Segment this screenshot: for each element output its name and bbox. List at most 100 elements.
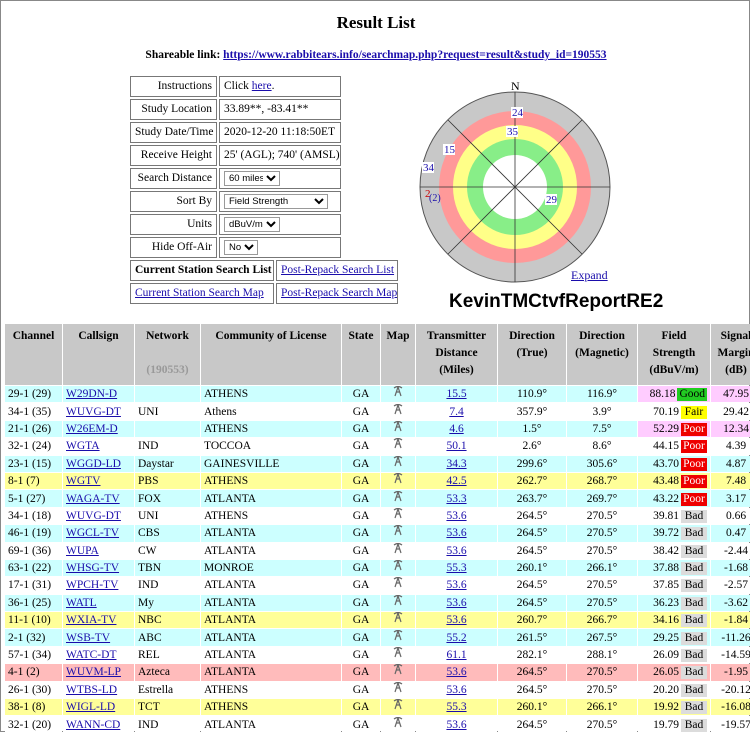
share-link[interactable]: https://www.rabbitears.info/searchmap.ph…	[223, 49, 607, 61]
map-icon[interactable]	[393, 664, 403, 675]
field-strength: 26.09	[653, 649, 679, 662]
network-cell	[135, 421, 200, 437]
callsign[interactable]: WUVG-DT	[66, 405, 121, 418]
distance[interactable]: 53.6	[446, 718, 467, 731]
quality-badge: Poor	[681, 440, 707, 454]
channel-cell: 26-1 (30)	[5, 682, 62, 698]
distance[interactable]: 53.6	[446, 683, 467, 696]
distance[interactable]: 53.6	[446, 596, 467, 609]
callsign[interactable]: WXIA-TV	[66, 614, 117, 627]
callsign[interactable]: WUVG-DT	[66, 509, 121, 522]
distance[interactable]: 53.6	[446, 509, 467, 522]
map-icon[interactable]	[393, 455, 403, 467]
field-strength: 39.81	[653, 509, 679, 522]
map-icon[interactable]	[393, 542, 403, 554]
distance[interactable]: 53.3	[446, 492, 467, 505]
distance[interactable]: 15.5	[446, 388, 467, 401]
form-link[interactable]: here	[251, 80, 272, 92]
callsign[interactable]: WATL	[66, 596, 97, 609]
callsign[interactable]: WSB-TV	[66, 631, 111, 644]
distance[interactable]: 50.1	[446, 440, 467, 453]
map-icon[interactable]	[393, 681, 403, 693]
distance[interactable]: 53.6	[446, 544, 467, 557]
callsign[interactable]: WHSG-TV	[66, 562, 120, 575]
callsign[interactable]: WIGL-LD	[66, 701, 116, 714]
station-row: 57-1 (34) WATC-DT REL ATLANTA GA 61.1 282.1° 28…	[5, 646, 750, 664]
callsign[interactable]: WAGA-TV	[66, 492, 120, 505]
form-select[interactable]: No	[224, 239, 258, 255]
callsign[interactable]: WATC-DT	[66, 649, 117, 662]
field-strength: 44.15	[653, 440, 679, 453]
map-icon[interactable]	[393, 716, 403, 728]
map-icon[interactable]	[393, 577, 403, 588]
distance[interactable]: 55.3	[446, 701, 467, 714]
callsign[interactable]: WTBS-LD	[66, 683, 118, 696]
map-icon[interactable]	[393, 420, 403, 432]
state: GA	[352, 457, 370, 470]
callsign-cell: WTBS-LD	[63, 682, 134, 698]
distance-cell: 53.6	[416, 577, 497, 593]
map-icon[interactable]	[393, 438, 403, 449]
post-map-link[interactable]: Post-Repack Search Map	[281, 287, 398, 299]
signal-margin: 12.34	[723, 422, 749, 435]
distance[interactable]: 53.6	[446, 527, 467, 540]
expand-link[interactable]: Expand	[571, 268, 608, 282]
callsign[interactable]: WGTA	[66, 440, 100, 453]
current-map-link[interactable]: Current Station Search Map	[135, 287, 264, 299]
map-icon[interactable]	[393, 646, 403, 658]
callsign[interactable]: WUPA	[66, 544, 99, 557]
map-icon[interactable]	[393, 403, 403, 415]
network-cell: CBS	[135, 525, 200, 541]
form-select[interactable]: Field Strength	[224, 193, 328, 209]
channel: 21-1 (26)	[8, 422, 52, 435]
map-icon[interactable]	[393, 629, 403, 641]
distance[interactable]: 53.6	[446, 666, 467, 679]
distance[interactable]: 34.3	[446, 457, 467, 470]
distance[interactable]: 4.6	[449, 422, 464, 435]
direction-true-cell: 262.7°	[498, 473, 566, 489]
callsign[interactable]: W29DN-D	[66, 388, 118, 401]
channel: 26-1 (30)	[8, 683, 52, 696]
post-list-link[interactable]: Post-Repack Search List	[281, 264, 395, 276]
form-select[interactable]: dBuV/m	[224, 216, 280, 232]
map-icon[interactable]	[393, 490, 403, 502]
distance[interactable]: 61.1	[446, 649, 467, 662]
distance[interactable]: 55.3	[446, 562, 467, 575]
callsign[interactable]: WUVM-LP	[66, 666, 121, 679]
channel: 32-1 (20)	[8, 718, 52, 731]
distance[interactable]: 42.5	[446, 475, 467, 488]
callsign[interactable]: WGCL-TV	[66, 527, 120, 540]
state-cell: GA	[342, 490, 380, 506]
signal-margin-cell: 47.95	[711, 386, 750, 403]
network-cell: ABC	[135, 629, 200, 645]
network: Daystar	[138, 457, 174, 470]
map-icon[interactable]	[393, 473, 403, 484]
station-row: 34-1 (35) WUVG-DT UNI Athens GA 7.4 357.9° 3.9°…	[5, 403, 750, 420]
direction-true-cell: 264.5°	[498, 716, 566, 732]
map-cell	[381, 629, 415, 645]
station-row: 29-1 (29) W29DN-D ATHENS GA 15.5 110.9° 116.9°…	[5, 386, 750, 403]
map-icon[interactable]	[393, 507, 403, 519]
callsign[interactable]: WPCH-TV	[66, 579, 119, 592]
form-select[interactable]: 60 miles	[224, 170, 280, 186]
map-icon[interactable]	[393, 386, 403, 397]
signal-margin: -2.57	[724, 579, 748, 592]
distance[interactable]: 53.6	[446, 579, 467, 592]
direction-true-cell: 2.6°	[498, 438, 566, 454]
distance[interactable]: 55.2	[446, 631, 467, 644]
community: ATLANTA	[204, 544, 257, 557]
map-icon[interactable]	[393, 559, 403, 571]
map-icon[interactable]	[393, 525, 403, 536]
signal-margin: 0.66	[725, 509, 747, 522]
network-cell: REL	[135, 647, 200, 663]
callsign[interactable]: W26EM-D	[66, 422, 118, 435]
community: TOCCOA	[204, 440, 252, 453]
map-icon[interactable]	[393, 612, 403, 623]
distance[interactable]: 7.4	[449, 405, 464, 418]
callsign[interactable]: WGTV	[66, 475, 101, 488]
callsign[interactable]: WANN-CD	[66, 718, 121, 731]
map-icon[interactable]	[393, 594, 403, 606]
map-icon[interactable]	[393, 699, 403, 710]
callsign[interactable]: WGGD-LD	[66, 457, 121, 470]
distance[interactable]: 53.6	[446, 614, 467, 627]
